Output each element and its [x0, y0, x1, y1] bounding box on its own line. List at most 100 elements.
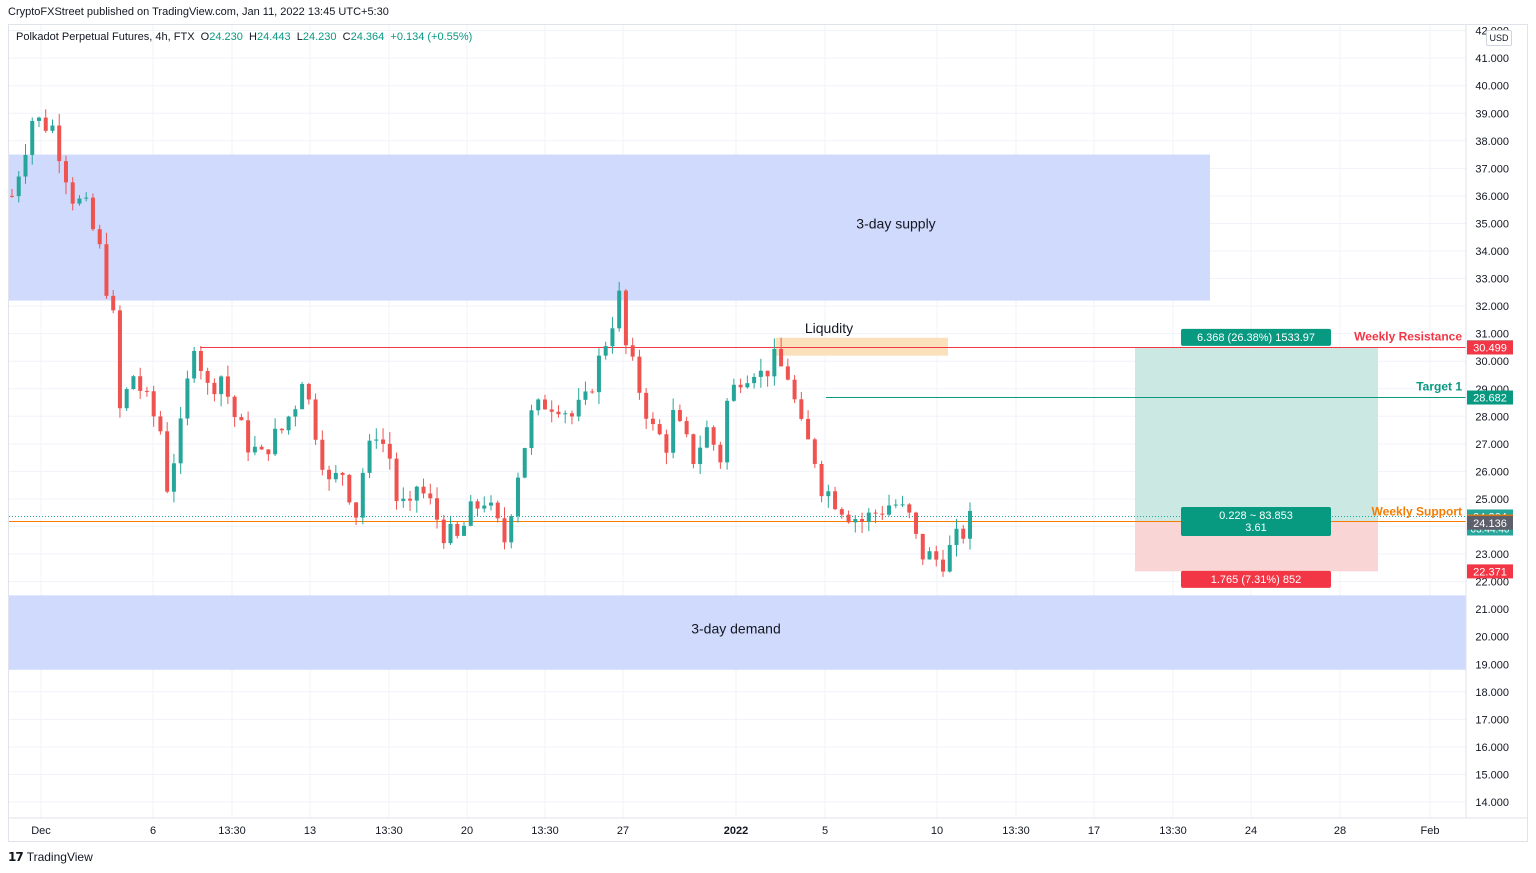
candle	[785, 358, 790, 381]
candle	[590, 388, 595, 394]
candle-body	[313, 399, 318, 440]
candle	[185, 370, 190, 426]
candle-body	[225, 376, 230, 397]
candle-body	[306, 383, 311, 400]
candle-body	[36, 117, 41, 121]
candle	[637, 349, 642, 400]
price-tick: 27.000	[1475, 439, 1509, 451]
candle-body	[947, 544, 952, 572]
candle	[920, 533, 925, 565]
candle	[475, 499, 480, 517]
risk-reward-label-text: 3.61	[1245, 522, 1266, 534]
profit-box-label-text: 6.368 (26.38%) 1533.97	[1197, 332, 1315, 344]
price-tick: 40.000	[1475, 81, 1509, 93]
candle-body	[914, 512, 919, 534]
footer-brand[interactable]: TradingView	[26, 850, 93, 864]
candle-body	[57, 125, 62, 162]
candle	[664, 429, 669, 465]
candle	[968, 502, 972, 550]
candle	[347, 474, 352, 505]
candle	[900, 495, 905, 508]
supply-zone-label: 3-day supply	[856, 215, 935, 231]
time-tick: 17	[1088, 825, 1100, 837]
candle	[468, 494, 473, 527]
candle	[414, 485, 419, 513]
candle-body	[623, 290, 628, 346]
candle	[961, 524, 966, 544]
candle	[273, 418, 278, 457]
price-label: 28.682	[1467, 390, 1513, 405]
candle-body	[387, 443, 392, 459]
candle	[171, 453, 176, 503]
candle	[718, 441, 723, 469]
candle	[650, 412, 655, 431]
candle	[839, 507, 844, 519]
candle	[826, 484, 831, 508]
candle-body	[718, 444, 723, 463]
price-label-text: 30.499	[1473, 342, 1507, 354]
candle	[684, 416, 689, 438]
candle	[657, 419, 662, 436]
candle-body	[212, 382, 217, 395]
candle	[941, 549, 946, 577]
candle-body	[266, 449, 271, 455]
candle-body	[124, 389, 129, 409]
candle-body	[880, 513, 885, 515]
candle-body	[475, 501, 480, 509]
candle	[482, 496, 487, 513]
candle	[947, 535, 952, 573]
candle-body	[529, 410, 534, 449]
candle	[765, 370, 770, 387]
candle	[374, 428, 379, 449]
chart-frame[interactable]	[8, 24, 1528, 842]
candle	[887, 494, 892, 516]
candle-body	[698, 447, 703, 464]
candle-body	[232, 396, 237, 418]
candle	[610, 316, 615, 354]
candle-body	[509, 516, 514, 543]
candle	[515, 472, 520, 523]
time-tick: 2022	[724, 825, 748, 837]
candle-body	[927, 551, 932, 560]
candle-body	[104, 244, 109, 296]
candle-body	[252, 446, 257, 453]
candle-body	[671, 410, 676, 453]
candle	[630, 337, 635, 361]
candle-body	[853, 519, 858, 523]
candle-body	[691, 434, 696, 464]
profit-box-label: 6.368 (26.38%) 1533.97	[1181, 328, 1331, 346]
candle-body	[367, 440, 372, 473]
candle	[97, 224, 102, 249]
time-tick: 27	[617, 825, 629, 837]
candle	[495, 500, 500, 523]
candle-body	[677, 410, 682, 422]
candle-body	[596, 355, 601, 393]
candle-body	[239, 417, 244, 421]
candle-body	[569, 413, 574, 417]
candle	[84, 192, 89, 202]
candle	[522, 447, 527, 479]
candle-body	[515, 477, 520, 517]
time-tick: 13:30	[375, 825, 403, 837]
candle	[455, 521, 460, 539]
candle	[77, 195, 82, 206]
profit-zone	[1135, 347, 1378, 522]
candle-body	[63, 161, 68, 183]
candle-body	[273, 428, 278, 455]
candle-body	[819, 463, 824, 497]
price-label-text: 24.136	[1473, 518, 1507, 530]
price-tick: 26.000	[1475, 466, 1509, 478]
time-tick: Dec	[31, 825, 51, 837]
candle-body	[192, 350, 197, 379]
candle	[246, 411, 251, 462]
footer: 17 TradingView	[8, 850, 93, 864]
candle	[738, 378, 743, 394]
candle-body	[968, 510, 972, 539]
candle-body	[725, 400, 730, 463]
candle	[313, 393, 318, 445]
candle-body	[462, 525, 467, 536]
candle	[833, 486, 838, 511]
weekly-resistance-label: Weekly Resistance	[1354, 329, 1462, 343]
currency-toggle[interactable]: USD	[1486, 30, 1512, 46]
